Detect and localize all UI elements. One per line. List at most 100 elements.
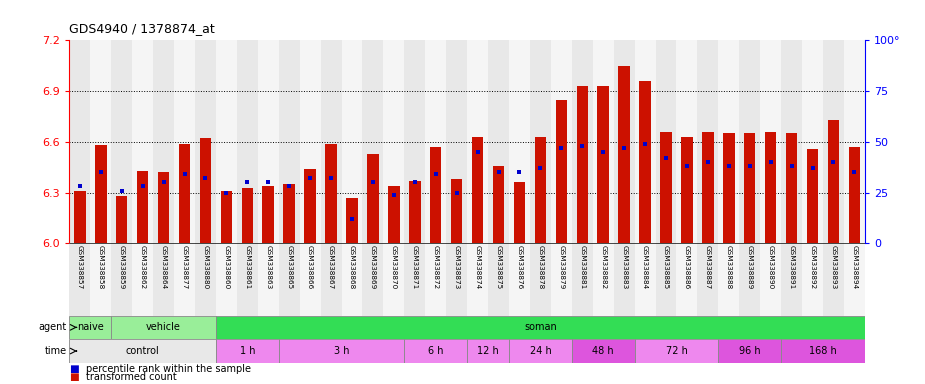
Text: GSM338888: GSM338888: [726, 245, 732, 289]
Bar: [639, 81, 651, 243]
Bar: [111, 40, 132, 243]
Text: soman: soman: [524, 322, 557, 333]
Bar: [69, 243, 91, 316]
Text: 168 h: 168 h: [809, 346, 837, 356]
Bar: [132, 40, 154, 243]
Bar: [300, 243, 321, 316]
Bar: [91, 243, 111, 316]
Bar: [258, 40, 278, 243]
Text: GSM338873: GSM338873: [453, 245, 460, 289]
Bar: [676, 243, 697, 316]
Bar: [676, 40, 697, 243]
Bar: [383, 40, 404, 243]
Text: GSM338862: GSM338862: [140, 245, 145, 289]
Bar: [341, 243, 363, 316]
Text: GSM338882: GSM338882: [600, 245, 606, 289]
Bar: [69, 339, 216, 363]
Bar: [719, 40, 739, 243]
Bar: [635, 243, 656, 316]
Bar: [823, 243, 844, 316]
Bar: [551, 243, 572, 316]
Bar: [719, 339, 781, 363]
Bar: [467, 40, 488, 243]
Bar: [388, 186, 400, 243]
Bar: [635, 40, 656, 243]
Text: GSM338891: GSM338891: [789, 245, 795, 289]
Text: GSM338884: GSM338884: [642, 245, 648, 289]
Text: GSM338860: GSM338860: [223, 245, 229, 289]
Bar: [739, 40, 760, 243]
Bar: [278, 339, 404, 363]
Bar: [509, 40, 530, 243]
Bar: [613, 243, 635, 316]
Text: vehicle: vehicle: [146, 322, 181, 333]
Bar: [781, 243, 802, 316]
Bar: [241, 187, 253, 243]
Text: 12 h: 12 h: [477, 346, 499, 356]
Text: GSM338890: GSM338890: [768, 245, 773, 289]
Bar: [551, 40, 572, 243]
Bar: [807, 149, 819, 243]
Text: GSM338864: GSM338864: [161, 245, 166, 289]
Bar: [635, 339, 719, 363]
Text: 6 h: 6 h: [428, 346, 443, 356]
Bar: [530, 243, 551, 316]
Text: 72 h: 72 h: [665, 346, 687, 356]
Bar: [426, 243, 446, 316]
Bar: [656, 40, 676, 243]
Bar: [216, 243, 237, 316]
Bar: [781, 339, 865, 363]
Bar: [174, 40, 195, 243]
Bar: [116, 196, 128, 243]
Text: 3 h: 3 h: [334, 346, 350, 356]
Bar: [367, 154, 378, 243]
Text: GSM338889: GSM338889: [746, 245, 753, 289]
Text: GSM338859: GSM338859: [118, 245, 125, 289]
Bar: [258, 243, 278, 316]
Bar: [174, 243, 195, 316]
Text: GSM338877: GSM338877: [181, 245, 188, 289]
Text: GSM338879: GSM338879: [559, 245, 564, 289]
Text: GSM338875: GSM338875: [496, 245, 501, 289]
Bar: [556, 99, 567, 243]
Bar: [304, 169, 315, 243]
Bar: [200, 139, 211, 243]
Text: GSM338893: GSM338893: [831, 245, 836, 289]
Bar: [702, 132, 713, 243]
Bar: [535, 137, 546, 243]
Bar: [341, 40, 363, 243]
Bar: [576, 86, 588, 243]
Bar: [530, 40, 551, 243]
Bar: [802, 40, 823, 243]
Bar: [593, 243, 613, 316]
Text: GSM338857: GSM338857: [77, 245, 83, 289]
Text: GSM338871: GSM338871: [412, 245, 418, 289]
Bar: [450, 179, 462, 243]
Bar: [91, 40, 111, 243]
Bar: [221, 191, 232, 243]
Bar: [719, 243, 739, 316]
Text: GSM338883: GSM338883: [621, 245, 627, 289]
Bar: [321, 243, 341, 316]
Bar: [446, 40, 467, 243]
Bar: [613, 40, 635, 243]
Bar: [472, 137, 484, 243]
Bar: [95, 145, 106, 243]
Text: ■: ■: [69, 364, 80, 374]
Bar: [739, 243, 760, 316]
Bar: [321, 40, 341, 243]
Text: control: control: [126, 346, 159, 356]
Text: GSM338894: GSM338894: [851, 245, 857, 289]
Bar: [409, 181, 421, 243]
Bar: [363, 40, 383, 243]
Bar: [195, 243, 216, 316]
Bar: [216, 40, 237, 243]
Text: GSM338869: GSM338869: [370, 245, 376, 289]
Bar: [509, 339, 572, 363]
Bar: [216, 316, 865, 339]
Text: GSM338865: GSM338865: [286, 245, 292, 289]
Bar: [263, 186, 274, 243]
Bar: [781, 40, 802, 243]
Bar: [844, 243, 865, 316]
Bar: [844, 40, 865, 243]
